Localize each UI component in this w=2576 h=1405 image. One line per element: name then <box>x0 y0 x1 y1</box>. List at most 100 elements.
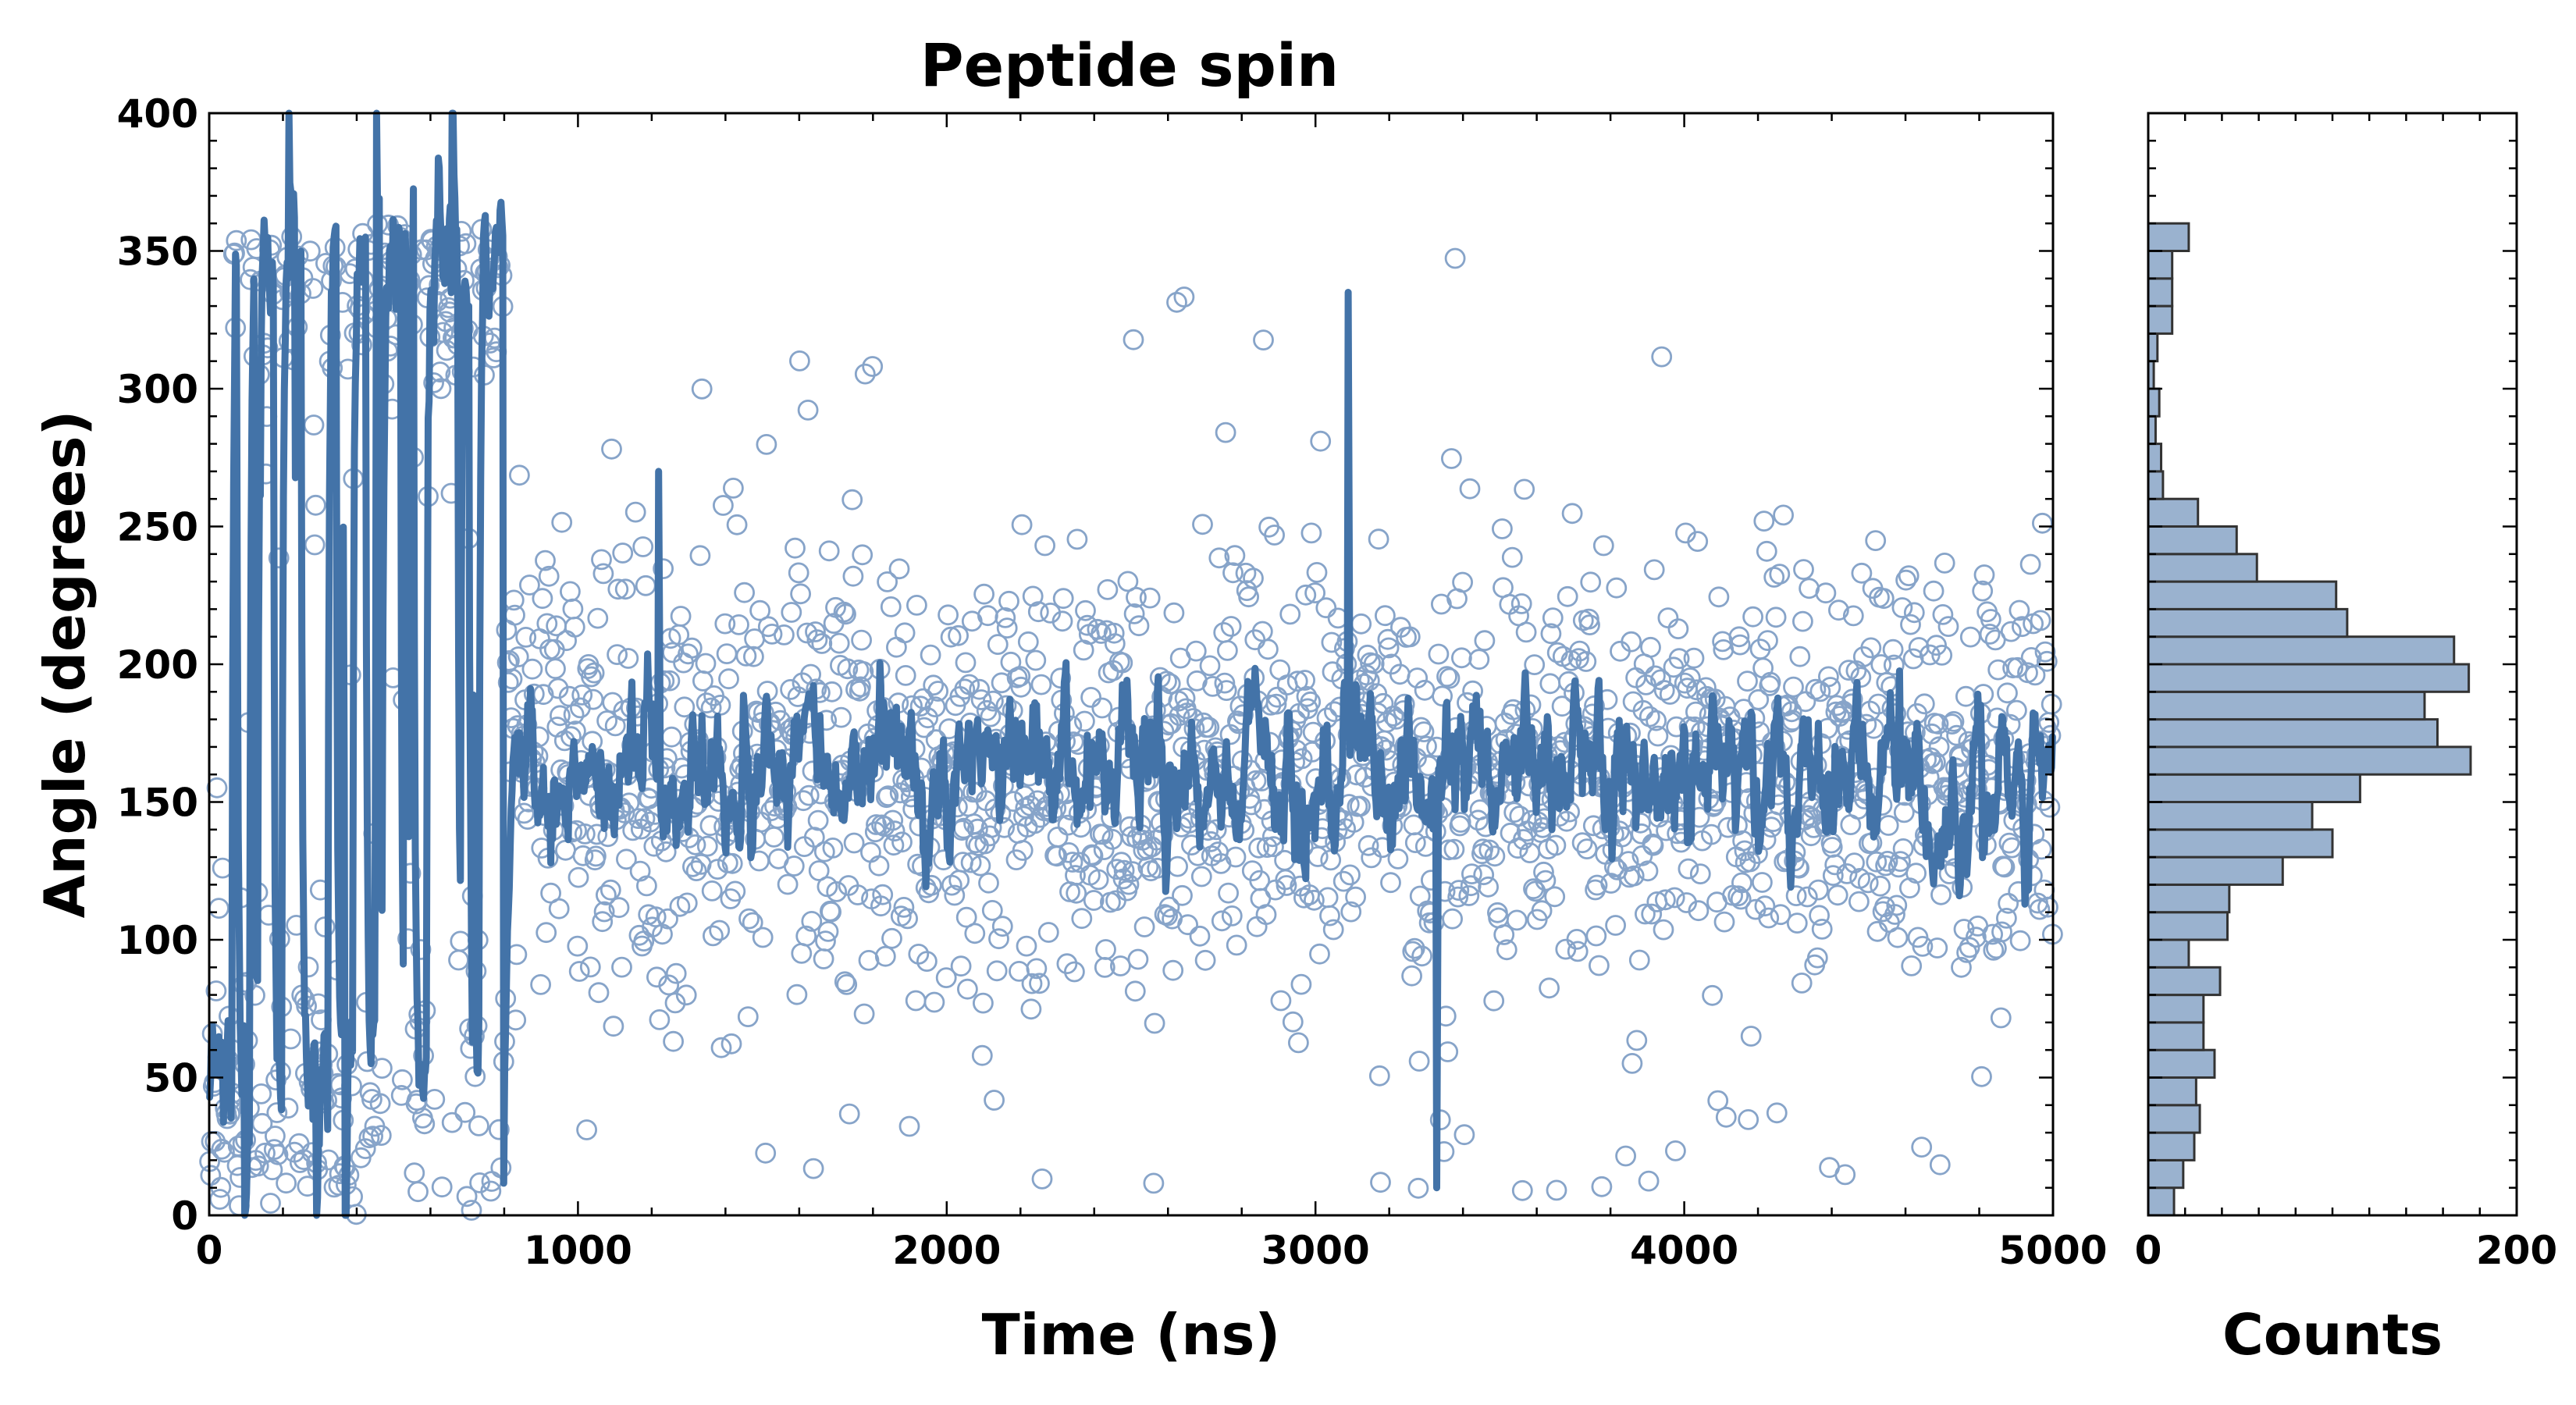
scatter-point <box>1567 941 1589 962</box>
scatter-point <box>200 1165 222 1186</box>
scatter-point <box>1222 562 1244 584</box>
histogram-bar <box>2147 222 2190 253</box>
scatter-point <box>1428 643 1450 665</box>
scatter-point <box>1143 1172 1165 1194</box>
histogram-bar <box>2147 690 2426 721</box>
scatter-point <box>760 800 782 822</box>
scatter-point <box>1441 448 1462 469</box>
scatter-point <box>935 967 957 988</box>
scatter-point <box>530 974 551 995</box>
scatter-point <box>612 542 634 564</box>
scatter-point <box>895 665 916 686</box>
scatter-point <box>1610 640 1631 662</box>
scatter-point <box>1034 535 1055 557</box>
scatter-point <box>1795 691 1816 713</box>
scatter-point <box>1133 916 1155 937</box>
scatter-point <box>970 689 992 710</box>
scatter-point <box>1836 863 1858 884</box>
scatter-point <box>592 563 614 585</box>
scatter-point <box>1340 864 1361 886</box>
scatter-point <box>1300 522 1322 544</box>
scatter-point <box>214 1141 235 1163</box>
scatter-point <box>1738 1109 1759 1130</box>
scatter-point <box>601 438 622 460</box>
scatter-point <box>1022 585 1044 607</box>
scatter-point <box>807 809 829 831</box>
scatter-point <box>1606 577 1628 599</box>
scatter-point <box>1911 1136 1933 1158</box>
scatter-point <box>297 956 319 978</box>
chart-title: Peptide spin <box>920 30 1339 100</box>
scatter-point <box>905 990 927 1012</box>
scatter-point <box>635 574 656 596</box>
scatter-point <box>665 962 687 984</box>
scatter-point <box>1923 580 1944 602</box>
scatter-point <box>927 681 948 702</box>
scatter-point <box>1806 947 1828 969</box>
scatter-point <box>267 1144 289 1165</box>
scatter-point <box>1511 1179 1533 1201</box>
scatter-point <box>1404 937 1425 959</box>
scatter-point <box>1017 631 1039 653</box>
scatter-point <box>981 900 1003 921</box>
scatter-point <box>587 607 609 629</box>
scatter-point <box>600 879 621 901</box>
scatter-point <box>1515 621 1537 643</box>
scatter-point <box>813 948 834 969</box>
scatter-point <box>837 658 859 680</box>
scatter-point <box>1807 879 1829 901</box>
scatter-point <box>268 547 290 569</box>
scatter-point <box>1010 676 1032 698</box>
scatter-point <box>788 562 809 584</box>
scatter-point <box>882 809 904 831</box>
histogram-bar <box>2147 663 2471 693</box>
scatter-point <box>1460 875 1482 897</box>
scatter-point <box>1820 677 1841 698</box>
scatter-point <box>304 494 326 516</box>
scatter-point <box>1503 802 1525 823</box>
scatter-point <box>276 1172 297 1194</box>
scatter-point <box>1781 701 1802 723</box>
scatter-point <box>1340 901 1362 923</box>
scatter-point <box>780 679 801 700</box>
scatter-point <box>1890 851 1911 872</box>
scatter-point <box>1621 1053 1643 1074</box>
scatter-point <box>1561 503 1583 525</box>
scatter-point <box>480 1180 502 1202</box>
scatter-point <box>1357 834 1379 856</box>
scatter-point <box>1013 806 1034 827</box>
scatter-point <box>920 874 942 896</box>
scatter-point <box>752 927 774 948</box>
scatter-point <box>624 501 646 523</box>
y-tick-label: 100 <box>117 918 198 963</box>
scatter-point <box>646 966 667 988</box>
scatter-point <box>991 672 1012 694</box>
scatter-point <box>898 1115 920 1137</box>
scatter-point <box>1069 852 1091 873</box>
scatter-point <box>1668 648 1690 670</box>
scatter-point <box>1927 937 1948 959</box>
scatter-point <box>264 1126 286 1147</box>
scatter-point <box>304 534 326 556</box>
scatter-point <box>1255 904 1277 926</box>
scatter-point <box>547 678 569 699</box>
scatter-point <box>1834 1164 1856 1186</box>
scatter-point <box>1657 607 1679 628</box>
scatter-point <box>1901 955 1923 976</box>
scatter-point <box>1913 693 1935 715</box>
scatter-point <box>874 945 896 967</box>
scatter-point <box>571 685 593 706</box>
main-axis-ticks <box>208 112 2055 1217</box>
scatter-point <box>454 1101 476 1123</box>
scatter-point <box>1270 990 1292 1012</box>
scatter-point <box>894 622 916 644</box>
scatter-point <box>1031 1168 1053 1190</box>
scatter-point <box>1407 1177 1429 1199</box>
scatter-point <box>208 898 229 919</box>
scatter-point <box>1535 870 1557 891</box>
scatter-point <box>678 643 699 665</box>
scatter-point <box>716 643 738 664</box>
scatter-point <box>1199 655 1221 677</box>
scatter-point <box>1246 916 1268 937</box>
scatter-point <box>1991 921 2012 943</box>
